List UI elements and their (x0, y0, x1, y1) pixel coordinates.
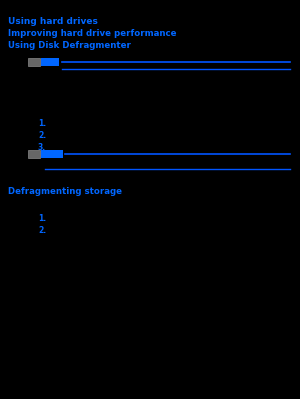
Text: 2.: 2. (38, 131, 46, 140)
Text: Using Disk Defragmenter: Using Disk Defragmenter (8, 41, 131, 50)
Text: Improving hard drive performance: Improving hard drive performance (8, 29, 176, 38)
Text: Using hard drives: Using hard drives (8, 17, 98, 26)
FancyBboxPatch shape (28, 150, 40, 158)
Text: Defragmenting storage: Defragmenting storage (8, 187, 122, 196)
Text: 1.: 1. (38, 119, 46, 128)
FancyBboxPatch shape (41, 58, 59, 66)
FancyBboxPatch shape (41, 150, 63, 158)
Text: 1.: 1. (38, 214, 46, 223)
FancyBboxPatch shape (28, 58, 40, 66)
Text: 2.: 2. (38, 226, 46, 235)
Text: 3.: 3. (38, 143, 46, 152)
